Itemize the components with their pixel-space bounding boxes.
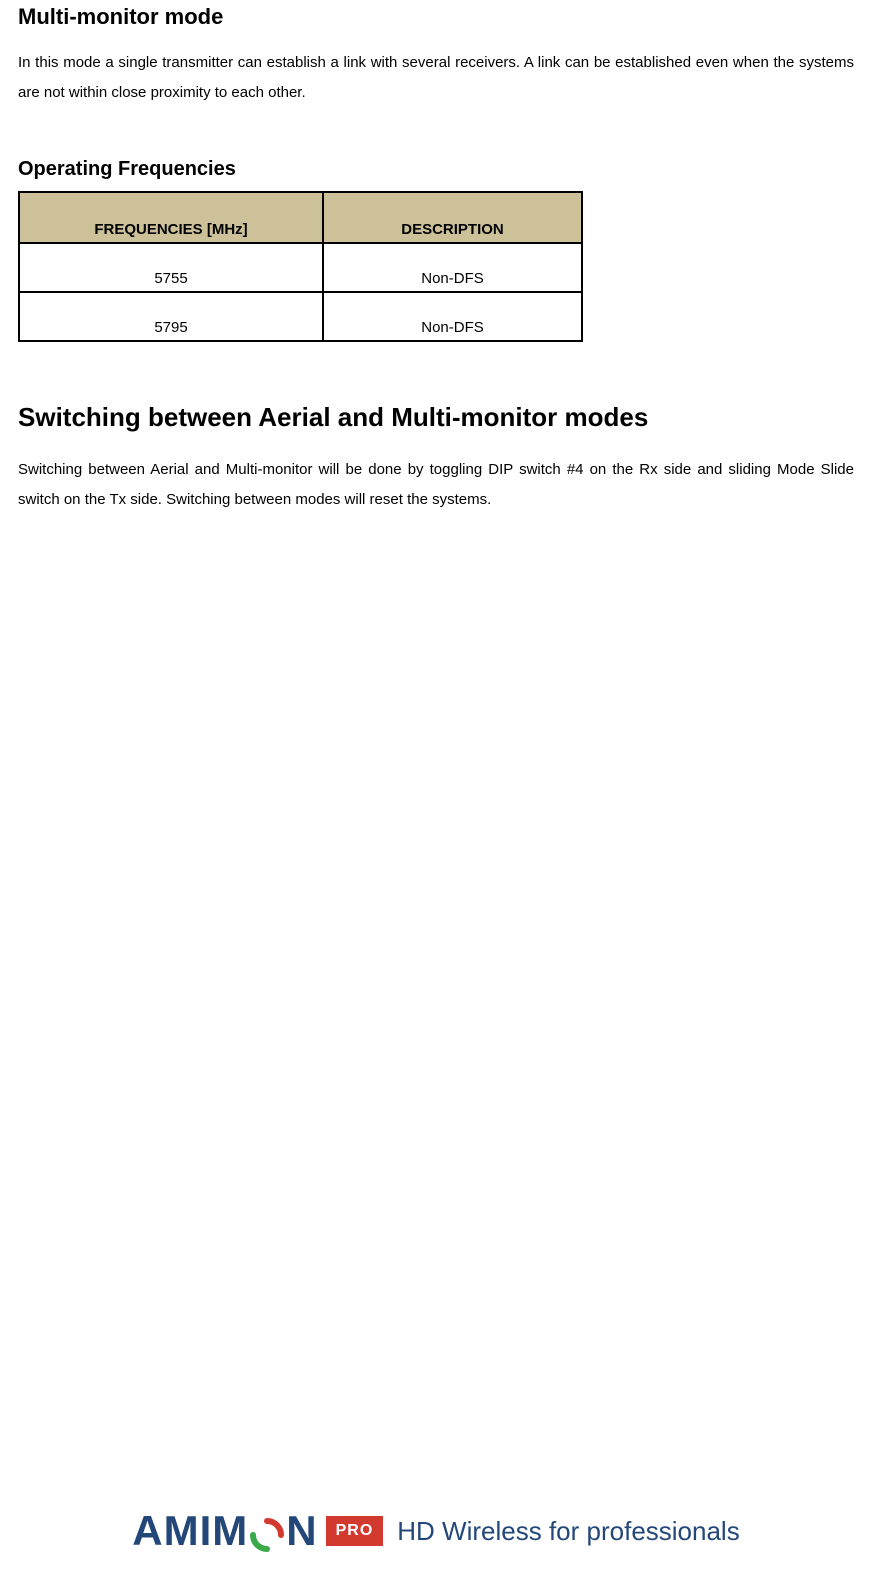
section-switching-title: Switching between Aerial and Multi-monit… (18, 402, 854, 433)
table-row: 5755 Non-DFS (19, 243, 582, 292)
table-header-row: FREQUENCIES [MHz] DESCRIPTION (19, 192, 582, 243)
table-header-description: DESCRIPTION (323, 192, 582, 243)
operating-frequencies-title: Operating Frequencies (18, 158, 854, 181)
table-cell-description: Non-DFS (323, 292, 582, 341)
brand-wordmark: AMIM N PRO (132, 1507, 383, 1555)
section-multi-monitor-paragraph: In this mode a single transmitter can es… (18, 48, 854, 108)
table-row: 5795 Non-DFS (19, 292, 582, 341)
brand-tagline: HD Wireless for professionals (397, 1516, 739, 1547)
brand-o-icon (250, 1514, 284, 1548)
table-cell-description: Non-DFS (323, 243, 582, 292)
brand-logo: AMIM N PRO HD Wireless for professionals (132, 1507, 739, 1555)
table-cell-frequency: 5795 (19, 292, 323, 341)
page-footer: AMIM N PRO HD Wireless for professionals (0, 1507, 872, 1555)
brand-text-part1: AMIM (132, 1507, 248, 1555)
section-multi-monitor-title: Multi-monitor mode (18, 0, 854, 30)
table-header-frequencies: FREQUENCIES [MHz] (19, 192, 323, 243)
document-page: Multi-monitor mode In this mode a single… (0, 0, 872, 1589)
frequencies-table: FREQUENCIES [MHz] DESCRIPTION 5755 Non-D… (18, 191, 583, 342)
brand-text-part2: N (286, 1507, 317, 1555)
pro-badge: PRO (326, 1516, 384, 1546)
section-switching-paragraph: Switching between Aerial and Multi-monit… (18, 455, 854, 515)
table-cell-frequency: 5755 (19, 243, 323, 292)
